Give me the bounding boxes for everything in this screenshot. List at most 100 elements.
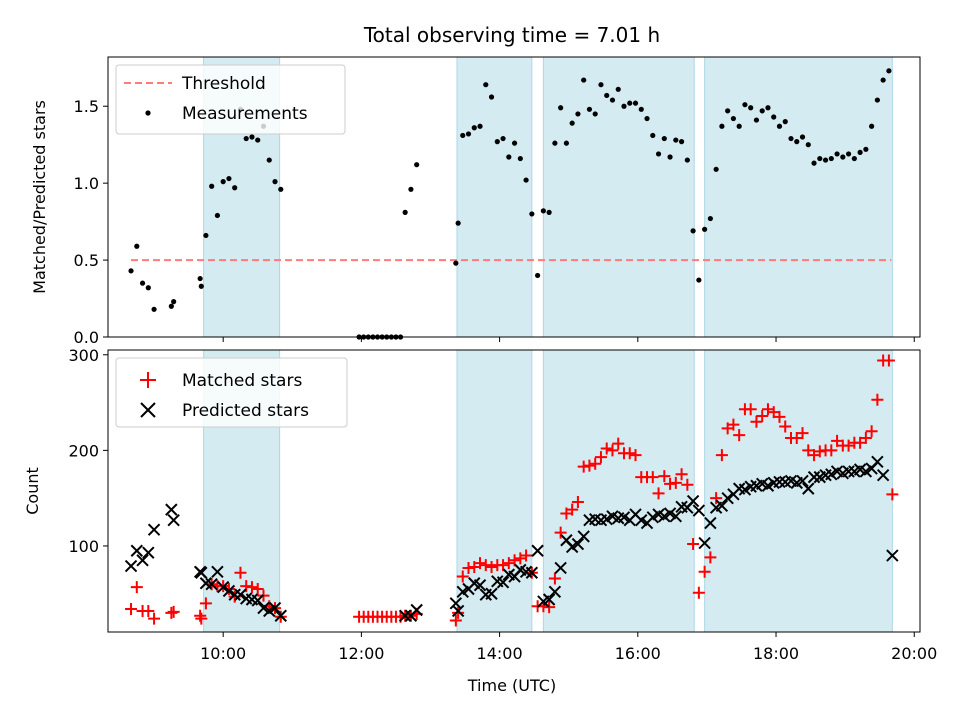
- measurement-point: [569, 120, 575, 126]
- measurement-point: [765, 105, 771, 111]
- measurement-point: [655, 151, 662, 157]
- predicted-star-point: [274, 609, 287, 622]
- measurement-point: [465, 131, 472, 137]
- x-tick-label: 18:00: [753, 644, 799, 663]
- predicted-star-point: [195, 566, 208, 579]
- measurement-point: [644, 115, 650, 122]
- measurement-point: [730, 115, 737, 122]
- matched-star-point: [566, 503, 579, 516]
- predicted-star-point: [531, 544, 544, 557]
- matched-star-point: [194, 609, 207, 622]
- measurement-point: [529, 211, 535, 217]
- measurement-point: [673, 137, 679, 143]
- predicted-star-point: [251, 594, 264, 607]
- measurement-point: [863, 146, 869, 152]
- predicted-star-point: [216, 580, 230, 594]
- measurement-point: [488, 94, 495, 100]
- predicted-star-point: [228, 588, 241, 601]
- predicted-star-point: [773, 475, 786, 489]
- measurement-point: [609, 97, 616, 103]
- measurement-point: [168, 303, 174, 309]
- matched-star-point: [571, 495, 584, 508]
- matched-star-point: [692, 586, 705, 599]
- predicted-star-point: [473, 578, 487, 592]
- legend-predicted-label: Predicted stars: [182, 401, 309, 421]
- matched-star-point: [825, 444, 838, 457]
- measurement-point: [650, 132, 656, 139]
- matched-star-point: [474, 557, 487, 570]
- measurement-point: [575, 111, 581, 117]
- measurement-point: [725, 108, 731, 114]
- matched-star-point: [704, 551, 717, 564]
- measurement-point: [517, 155, 523, 162]
- measurement-point: [540, 208, 546, 214]
- bottom-legend: Matched stars Predicted stars: [115, 357, 348, 428]
- measurement-point: [702, 226, 708, 232]
- matched-star-point: [485, 560, 498, 573]
- bottom-x-ticks: 10:00 12:00 14:00 16:00 18:00 20:00: [200, 632, 937, 663]
- matched-star-point: [629, 449, 642, 462]
- top-x-ticks: [222, 337, 915, 342]
- measurement-point: [880, 77, 886, 83]
- measurement-point: [742, 102, 748, 108]
- matched-star-point: [796, 427, 809, 440]
- measurement-point: [134, 243, 140, 249]
- measurement-point: [857, 149, 863, 155]
- measurement-point: [834, 151, 840, 157]
- measurement-point: [817, 155, 823, 162]
- matched-star-point: [681, 478, 694, 491]
- matched-star-point: [456, 570, 469, 583]
- predicted-star-point: [876, 469, 890, 482]
- bottom-panel: 100 200 300 10:00 12:00 14:00 16:00 18:00 20:00…: [23, 346, 937, 695]
- matched-star-point: [871, 393, 884, 406]
- measurement-point: [471, 125, 477, 131]
- measurement-point: [581, 77, 587, 83]
- matched-star-point: [658, 470, 671, 483]
- bottom-axes-frame: [107, 349, 921, 633]
- bottom-legend-box: [115, 357, 348, 428]
- matched-star-point: [842, 439, 855, 452]
- matched-star-point: [502, 557, 515, 570]
- matched-star-point: [125, 603, 138, 616]
- measurement-point: [776, 123, 783, 129]
- matched-star-point: [589, 457, 602, 470]
- predicted-star-point: [167, 513, 180, 527]
- predicted-star-point: [842, 465, 855, 478]
- measurement-point: [684, 157, 690, 163]
- matched-star-point: [865, 425, 878, 438]
- bottom-y-ticks: 100 200 300: [68, 346, 108, 556]
- measurement-point: [477, 123, 483, 129]
- measurement-point: [278, 186, 284, 192]
- matched-star-point: [687, 538, 700, 551]
- matched-star-point: [698, 565, 711, 578]
- measurement-point: [638, 106, 644, 112]
- matched-star-point: [761, 403, 774, 416]
- measurement-point: [506, 154, 512, 160]
- matched-star-point: [497, 559, 510, 572]
- matched-star-point: [251, 582, 264, 595]
- measurement-point: [707, 215, 713, 222]
- matched-star-point: [148, 612, 161, 625]
- predicted-star-point: [669, 510, 683, 523]
- predicted-star-point: [142, 546, 155, 559]
- measurement-point: [243, 135, 249, 142]
- measurement-point: [139, 280, 146, 286]
- measurement-point: [604, 92, 610, 99]
- predicted-star-point: [496, 576, 510, 589]
- measurement-point: [145, 285, 151, 291]
- measurement-point: [598, 82, 604, 88]
- matched-star-point: [514, 552, 527, 565]
- measurement-point: [171, 299, 177, 305]
- matched-star-point: [142, 604, 155, 617]
- predicted-star-point: [485, 587, 498, 600]
- matched-star-point: [479, 559, 492, 572]
- measurement-point: [535, 272, 541, 279]
- matched-star-point: [623, 447, 636, 460]
- measurement-point: [226, 175, 232, 182]
- measurement-point: [455, 220, 461, 226]
- predicted-star-point: [871, 455, 884, 469]
- measurement-point: [678, 139, 685, 145]
- measurement-point: [713, 166, 719, 172]
- legend-measurements-marker: [145, 110, 151, 116]
